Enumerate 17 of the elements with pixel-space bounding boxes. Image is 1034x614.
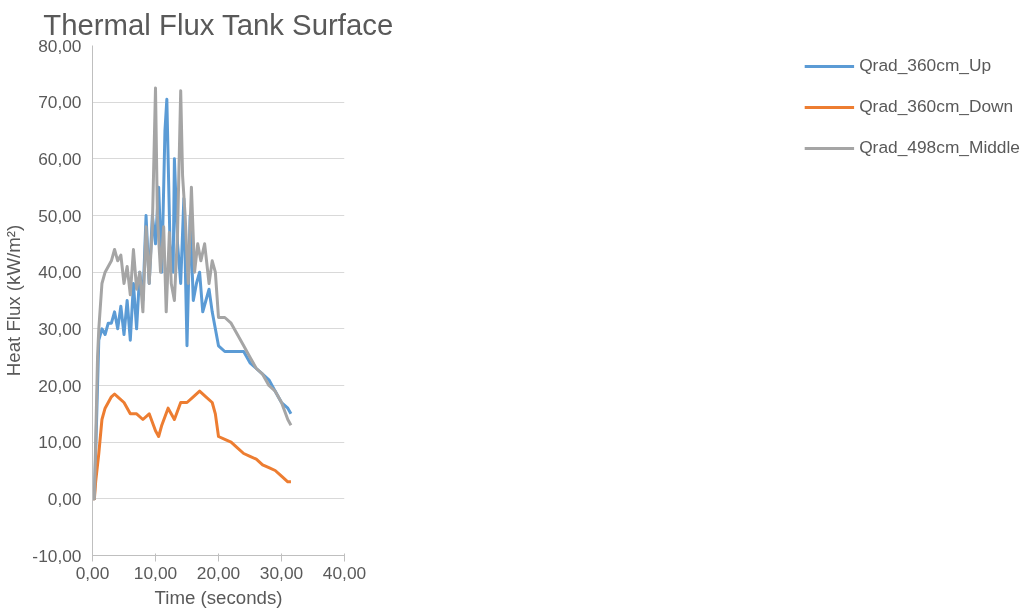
x-tick-label: 10,00 [133,562,178,583]
legend-label: Qrad_360cm_Up [859,55,992,76]
y-tick-label: 70,00 [38,92,82,113]
y-tick-label: 0,00 [47,488,82,509]
y-tick-label: 50,00 [38,205,82,226]
x-tick-label: 40,00 [322,562,367,583]
legend-label: Qrad_360cm_Down [859,96,1014,117]
x-tick-label: 20,00 [196,562,241,583]
y-tick-label: 10,00 [38,432,82,453]
y-axis-title: Heat Flux (kW/m²) [3,224,25,377]
legend-label: Qrad_498cm_Middle [859,137,1020,158]
x-axis-title: Time (seconds) [154,586,283,608]
x-tick-label: 30,00 [259,562,304,583]
y-tick-label: 30,00 [38,318,82,339]
y-tick-label: 60,00 [38,148,82,169]
y-tick-label: 40,00 [38,262,82,283]
y-tick-label: 20,00 [38,375,82,396]
